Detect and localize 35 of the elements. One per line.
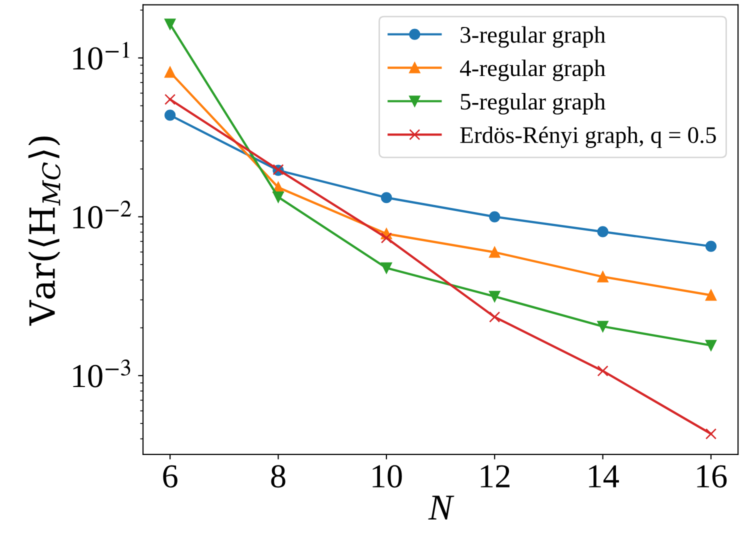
y-tick-label: 10$^{−1}$ <box>73 42 130 70</box>
legend-label: 3-regular graph <box>460 26 606 48</box>
x-tick-label: 10 <box>372 465 402 488</box>
y-axis-title: Var(⟨H$_{MC}$⟩) <box>28 136 60 326</box>
point <box>164 110 176 121</box>
point <box>489 211 500 222</box>
x-tick-label: 14 <box>589 465 619 488</box>
legend-label: 4-regular graph <box>460 60 606 82</box>
point <box>597 226 608 238</box>
point <box>380 262 392 274</box>
point <box>489 311 500 323</box>
x-tick-label: 12 <box>480 465 510 488</box>
point <box>164 94 176 105</box>
point <box>272 192 284 203</box>
x-tick-label: 6 <box>163 465 178 488</box>
point <box>380 232 392 244</box>
legend-label: 5-regular graph <box>460 93 606 115</box>
point <box>380 192 392 204</box>
point <box>489 290 500 302</box>
point <box>705 428 717 440</box>
point <box>164 66 176 78</box>
point <box>597 271 608 282</box>
point <box>597 365 608 377</box>
y-tick-label: 10$^{−3}$ <box>73 360 130 388</box>
x-tick-label: 8 <box>271 465 286 488</box>
point <box>164 18 176 30</box>
point <box>597 320 608 332</box>
point <box>705 240 717 252</box>
point <box>489 246 500 258</box>
point <box>705 290 717 301</box>
y-tick-label: 10$^{−2}$ <box>73 200 132 229</box>
x-axis-title: N <box>428 496 454 520</box>
legend-label: Erdös-Rényi graph, q = 0.5 <box>460 126 716 148</box>
point <box>705 340 717 351</box>
x-tick-label: 16 <box>697 465 727 488</box>
